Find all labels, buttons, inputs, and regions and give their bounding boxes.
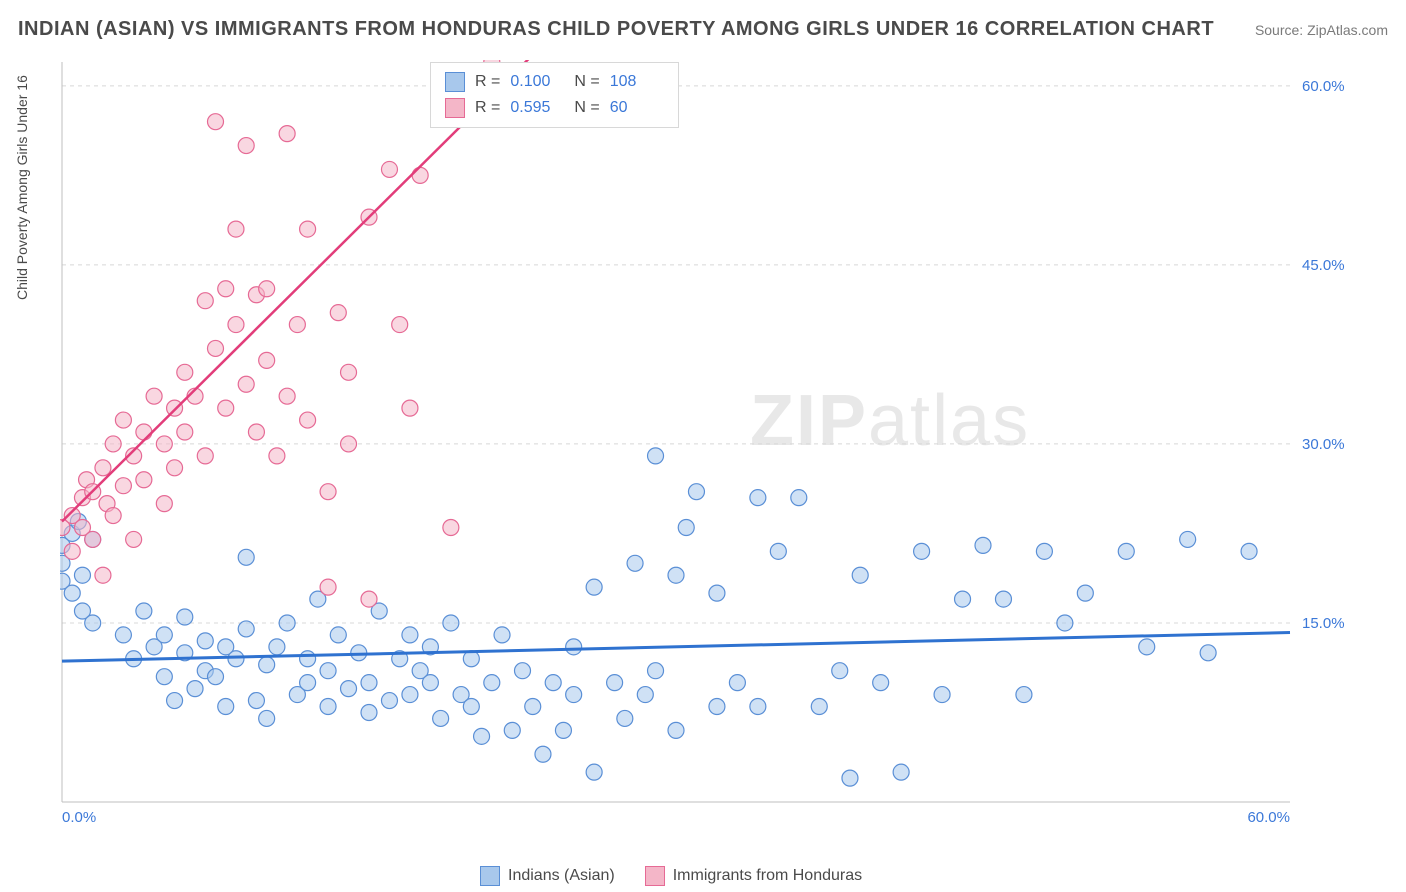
- r-value-a: 0.100: [510, 69, 564, 95]
- svg-text:15.0%: 15.0%: [1302, 615, 1345, 632]
- swatch-series-b: [645, 866, 665, 886]
- svg-text:45.0%: 45.0%: [1302, 257, 1345, 274]
- legend-label-b: Immigrants from Honduras: [673, 867, 862, 885]
- svg-text:0.0%: 0.0%: [62, 809, 96, 826]
- r-label: R =: [475, 69, 500, 95]
- chart-title: INDIAN (ASIAN) VS IMMIGRANTS FROM HONDUR…: [18, 18, 1214, 41]
- stats-row-series-b: R = 0.595 N = 60: [445, 95, 664, 121]
- swatch-series-a: [480, 866, 500, 886]
- n-label: N =: [574, 69, 599, 95]
- n-label: N =: [574, 95, 599, 121]
- svg-text:30.0%: 30.0%: [1302, 436, 1345, 453]
- legend-label-a: Indians (Asian): [508, 867, 615, 885]
- swatch-series-b: [445, 98, 465, 118]
- y-axis-label: Child Poverty Among Girls Under 16: [14, 75, 30, 300]
- r-label: R =: [475, 95, 500, 121]
- n-value-b: 60: [610, 95, 664, 121]
- n-value-a: 108: [610, 69, 664, 95]
- swatch-series-a: [445, 72, 465, 92]
- plot-area: 15.0% 30.0% 45.0% 60.0% 0.0% 60.0%: [60, 60, 1360, 830]
- source-attribution: Source: ZipAtlas.com: [1255, 22, 1388, 38]
- legend-item-a: Indians (Asian): [480, 866, 615, 886]
- stats-row-series-a: R = 0.100 N = 108: [445, 69, 664, 95]
- scatter-svg: 15.0% 30.0% 45.0% 60.0% 0.0% 60.0%: [60, 60, 1360, 830]
- svg-text:60.0%: 60.0%: [1247, 809, 1290, 826]
- r-value-b: 0.595: [510, 95, 564, 121]
- svg-text:60.0%: 60.0%: [1302, 78, 1345, 95]
- series-legend: Indians (Asian) Immigrants from Honduras: [480, 866, 862, 886]
- stats-legend: R = 0.100 N = 108 R = 0.595 N = 60: [430, 62, 679, 128]
- legend-item-b: Immigrants from Honduras: [645, 866, 862, 886]
